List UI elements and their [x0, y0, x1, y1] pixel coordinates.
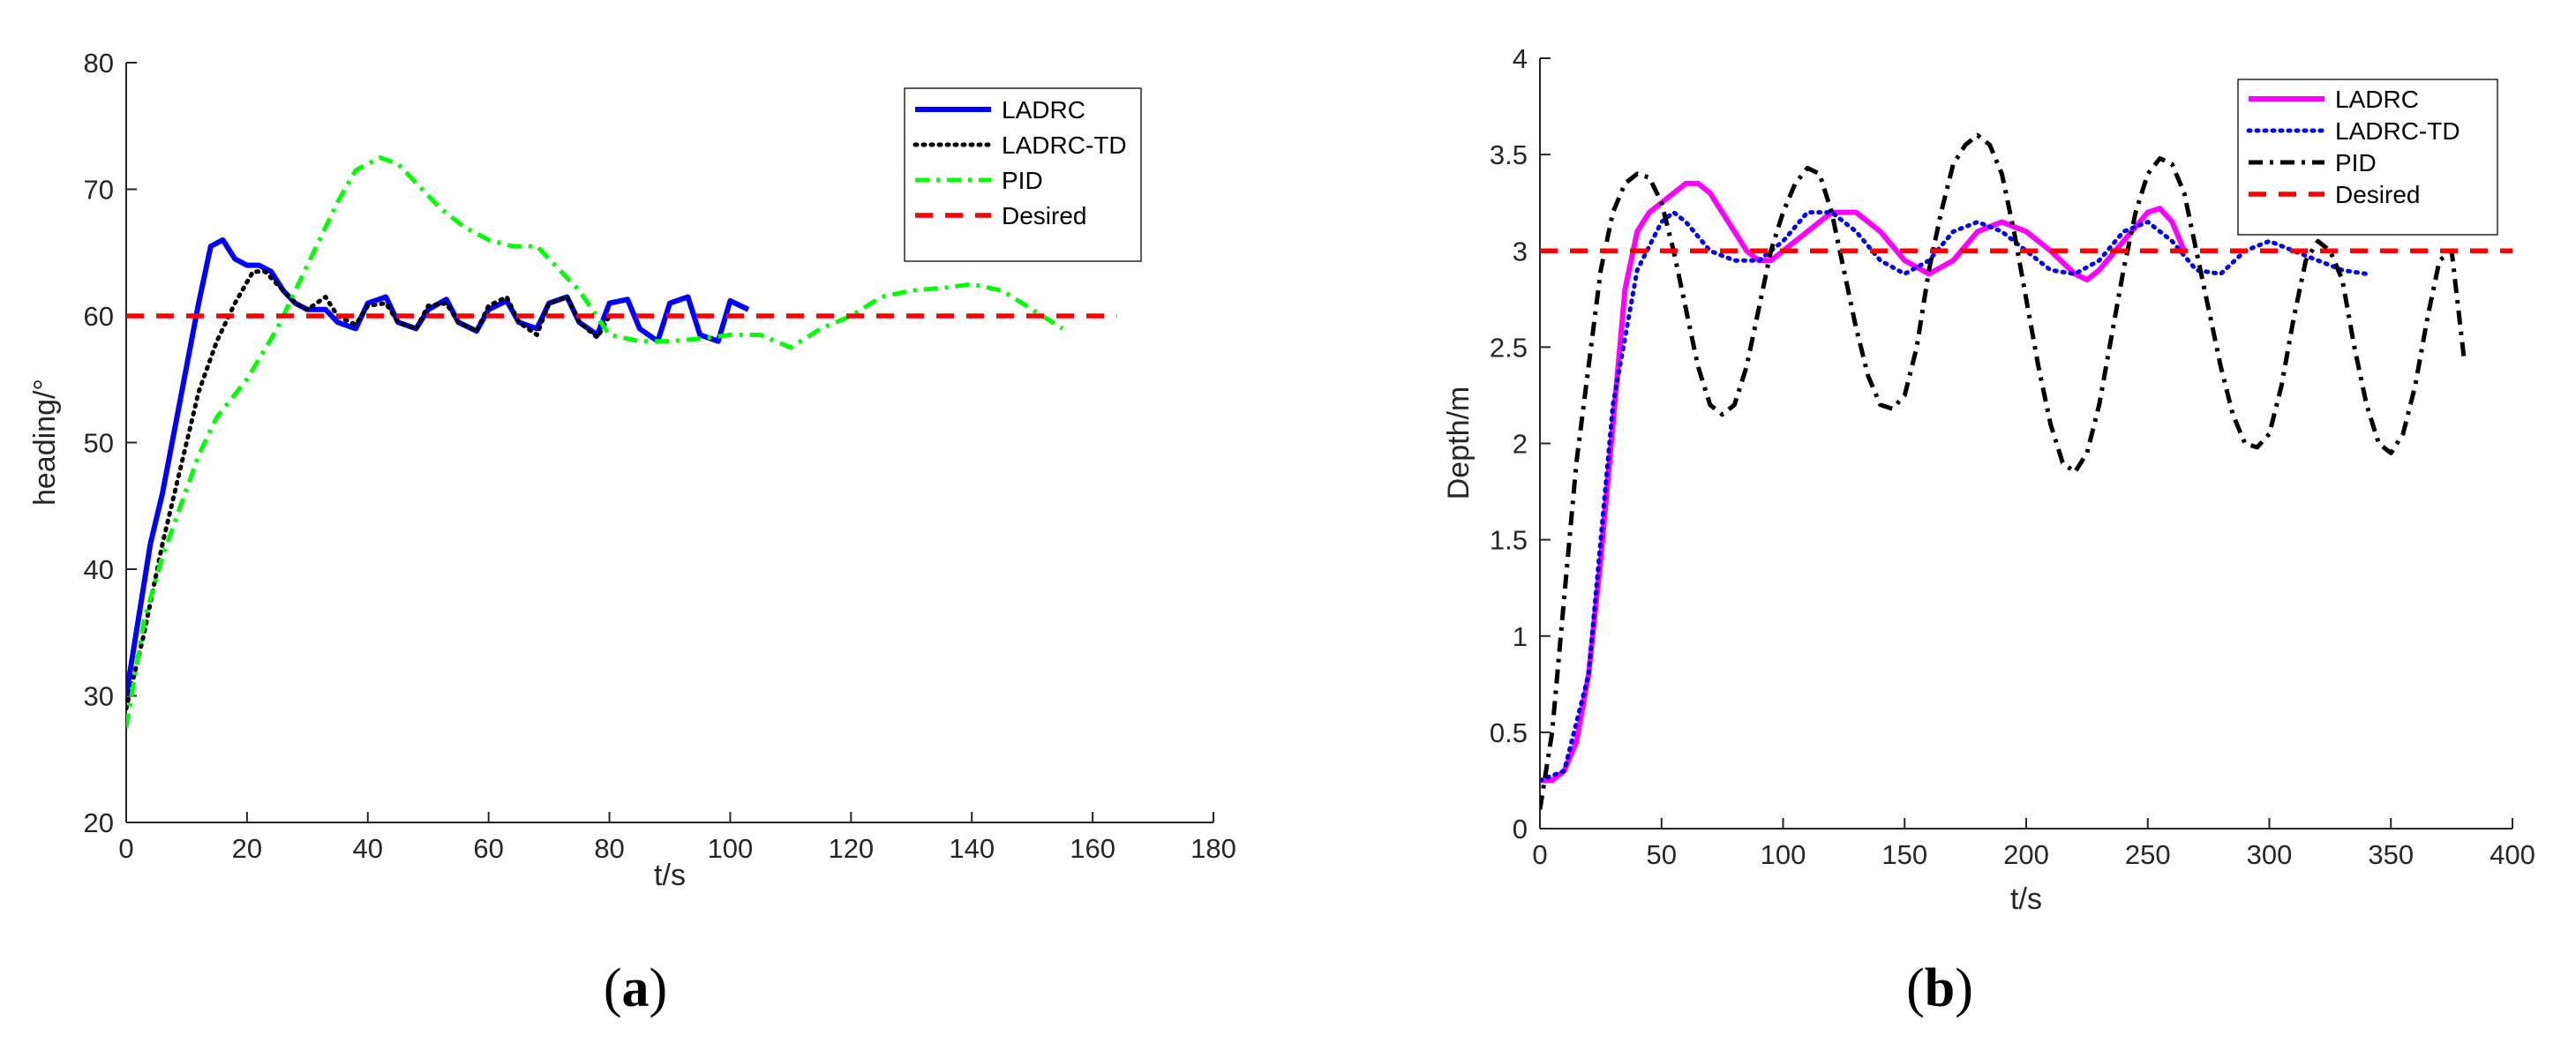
legend-box-a: [904, 87, 1142, 262]
series-group-b: [1540, 132, 2512, 810]
legend-label-desired: Desired: [1002, 202, 1086, 229]
y-tick-label: 4: [1513, 43, 1528, 74]
series-line-pid-a: [126, 155, 1064, 728]
x-tick-label: 120: [828, 833, 874, 864]
y-tick-label: 80: [84, 48, 114, 79]
y-tick-label: 3: [1513, 236, 1528, 267]
x-tick-label: 150: [1881, 839, 1927, 870]
chart-panel-a: 0 20 40 60 80 100 120 140 160 180 20304050607080 …: [28, 48, 1236, 1018]
series-line-ladrc-td-a: [126, 269, 612, 711]
y-tick-label: 20: [84, 807, 114, 838]
y-axis-label-b: Depth/m: [1442, 387, 1476, 500]
legend-label-desired: Desired: [2335, 181, 2420, 208]
legend-box-b: [2237, 79, 2498, 236]
x-axis-label-a: t/s: [654, 859, 686, 892]
y-tick-label: 0: [1513, 814, 1528, 845]
y-tick-label: 50: [84, 428, 114, 459]
y-tick-label: 3.5: [1490, 139, 1528, 170]
y-tick-label: 1: [1513, 621, 1528, 652]
series-group-a: [126, 155, 1117, 728]
x-tick-label: 250: [2125, 839, 2171, 870]
y-axis-label-a: heading/°: [28, 379, 62, 506]
x-tick-label: 400: [2490, 839, 2535, 870]
x-tick-label: 100: [1761, 839, 1806, 870]
series-line-ladrc-td-b: [1540, 210, 2369, 783]
y-tick-label: 40: [84, 554, 114, 585]
x-tick-label: 350: [2368, 839, 2414, 870]
x-tick-label: 50: [1647, 839, 1677, 870]
x-tick-label: 40: [353, 833, 383, 864]
x-tick-label: 80: [594, 833, 624, 864]
x-ticks-a: 0 20 40 60 80 100 120 140 160 180: [118, 812, 1236, 864]
legend-label-pid: PID: [1002, 167, 1043, 194]
series-line-pid-b: [1540, 132, 2467, 810]
y-ticks-b: 0 0.5 1 1.5 2 2.5 3 3.5 4: [1490, 43, 1551, 845]
x-tick-label: 60: [473, 833, 503, 864]
legend-label-ladrc-td: LADRC-TD: [1002, 131, 1127, 159]
legend-label-ladrc: LADRC: [1002, 96, 1085, 124]
y-ticks-a: 20 30 40 50 60 70 80: [84, 48, 137, 838]
x-tick-label: 0: [1532, 839, 1547, 870]
x-tick-label: 140: [949, 833, 995, 864]
y-tick-label: 30: [84, 681, 114, 712]
y-tick-label: 70: [84, 175, 114, 206]
legend-a: LADRC LADRC-TD PID Desired: [904, 87, 1142, 262]
x-tick-label: 300: [2247, 839, 2293, 870]
legend-b: LADRC LADRC-TD PID Desired: [2237, 79, 2498, 236]
x-tick-label: 100: [708, 833, 754, 864]
series-line-ladrc-b: [1540, 180, 2187, 784]
y-tick-label: 1.5: [1490, 525, 1528, 556]
x-tick-label: 200: [2003, 839, 2049, 870]
legend-label-ladrc: LADRC: [2335, 86, 2419, 113]
x-ticks-b: 0 50 100 150 200 250 300 350 400: [1532, 818, 2535, 870]
y-tick-label: 2.5: [1490, 332, 1528, 363]
y-tick-label: 0.5: [1490, 717, 1528, 748]
chart-panel-b: 0 50 100 150 200 250 300 350 400 0 0.5 1 1.5 2 2.5 3 3.…: [1442, 43, 2535, 1018]
x-axis-label-b: t/s: [2010, 882, 2042, 916]
y-tick-label: 2: [1513, 429, 1528, 460]
x-tick-label: 180: [1190, 833, 1236, 864]
caption-b: (b): [1906, 958, 1973, 1018]
x-tick-label: 20: [232, 833, 262, 864]
caption-a: (a): [604, 958, 667, 1018]
legend-label-ladrc-td: LADRC-TD: [2335, 117, 2460, 145]
x-tick-label: 0: [118, 833, 133, 864]
legend-label-pid: PID: [2335, 149, 2377, 176]
y-tick-label: 60: [84, 301, 114, 332]
x-tick-label: 160: [1070, 833, 1115, 864]
series-line-ladrc-a: [126, 236, 750, 696]
